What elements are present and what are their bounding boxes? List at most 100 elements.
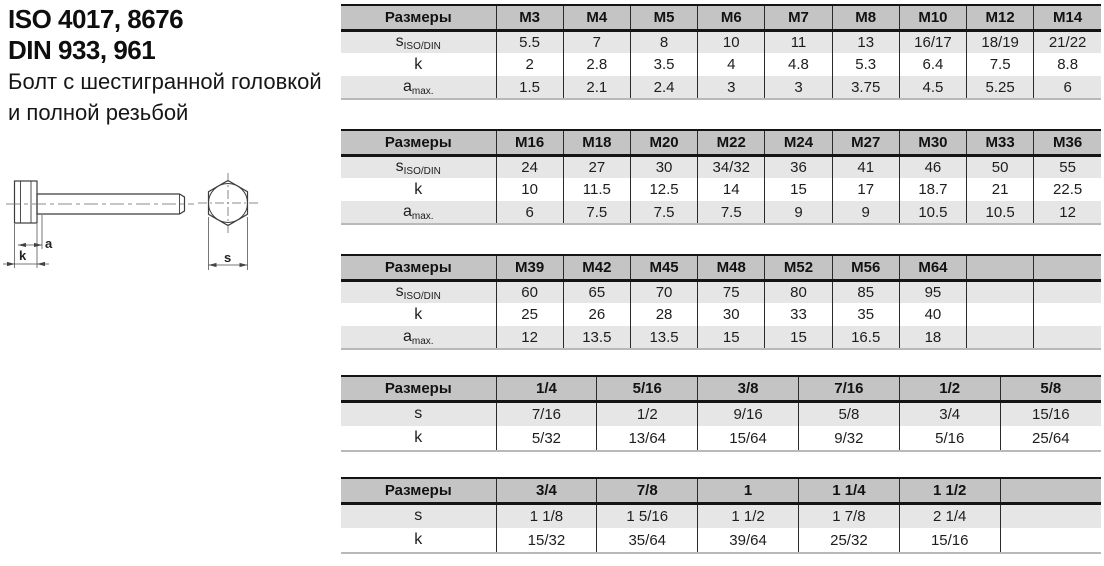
- row-label-subscript: ISO/DIN: [403, 291, 441, 303]
- dim-k-arrow-left: [7, 261, 15, 267]
- table-row: sISO/DIN 60 65 70 75 80 85 95: [341, 280, 1101, 303]
- value-cell: 28: [629, 303, 698, 326]
- table-row: sISO/DIN 5.5 7 8 10 11 13 16/17 18/19 21/22: [341, 30, 1101, 53]
- table-row: amax. 12 13.5 13.5 15 15 16.5 18: [341, 326, 1101, 349]
- column-header-empty: [1033, 255, 1101, 282]
- value-cell: 4.8: [764, 53, 833, 76]
- metric-table-m39-m64: Размеры M39 M42 M45 M48 M52 M56 M64 sISO/DIN 60 65…: [341, 254, 1101, 350]
- row-label: amax.: [341, 326, 496, 349]
- value-cell: 21: [966, 178, 1034, 201]
- column-header: M18: [562, 130, 631, 157]
- value-cell: 12: [1033, 201, 1101, 224]
- table-corner-header: Размеры: [341, 130, 496, 157]
- product-description-line1: Болт с шестигранной головкой: [8, 69, 322, 94]
- value-cell-empty: [966, 280, 1034, 303]
- value-cell: 5.5: [495, 30, 564, 53]
- row-label-subscript: max.: [411, 336, 434, 347]
- value-cell: 1 1/2: [697, 503, 799, 528]
- value-cell: 3.75: [831, 76, 900, 99]
- column-header: 5/8: [999, 376, 1101, 403]
- value-cell: 60: [495, 280, 564, 303]
- standard-title-din: DIN 933, 961: [8, 35, 156, 65]
- column-header: M33: [966, 130, 1034, 157]
- value-cell: 14: [697, 178, 765, 201]
- column-header: 1/2: [898, 376, 1001, 403]
- value-cell: 30: [697, 303, 765, 326]
- row-label: sISO/DIN: [341, 280, 496, 303]
- table-corner-header: Размеры: [341, 255, 496, 282]
- column-header: M8: [831, 5, 900, 32]
- table-row: k 15/32 35/64 39/64 25/32 15/16: [341, 528, 1101, 553]
- value-cell: 34/32: [697, 155, 765, 178]
- value-cell: 7/16: [495, 401, 597, 426]
- value-cell: 4.5: [898, 76, 967, 99]
- value-cell: 5.3: [831, 53, 900, 76]
- head-chamfer-circle: [208, 183, 248, 223]
- value-cell: 16.5: [831, 326, 900, 349]
- value-cell: 2: [495, 53, 564, 76]
- dim-s-label: s: [224, 250, 231, 265]
- column-header: M56: [831, 255, 900, 282]
- row-label: k: [341, 426, 496, 451]
- row-label: s: [341, 503, 496, 528]
- row-label: sISO/DIN: [341, 30, 496, 53]
- dim-a-arrow-right: [34, 242, 42, 248]
- column-header: M52: [764, 255, 833, 282]
- column-header: M5: [629, 5, 698, 32]
- value-cell: 50: [966, 155, 1034, 178]
- value-cell-empty: [1033, 280, 1101, 303]
- column-header: M20: [629, 130, 698, 157]
- value-cell: 7.5: [966, 53, 1034, 76]
- value-cell: 2.1: [562, 76, 631, 99]
- column-header: 7/16: [797, 376, 900, 403]
- value-cell: 4: [697, 53, 765, 76]
- value-cell: 18/19: [966, 30, 1034, 53]
- row-label-symbol: a: [402, 78, 412, 95]
- value-cell: 18: [898, 326, 967, 349]
- value-cell: 13: [831, 30, 900, 53]
- metric-table-m16-m36: Размеры M16 M18 M20 M22 M24 M27 M30 M33 M36 sISO/D…: [341, 129, 1101, 225]
- bolt-head-side-view: [13, 180, 38, 224]
- value-cell: 15/32: [495, 528, 597, 553]
- value-cell: 1 1/8: [495, 503, 597, 528]
- column-header: M16: [495, 130, 564, 157]
- value-cell: 25/32: [797, 528, 900, 553]
- value-cell: 46: [898, 155, 967, 178]
- value-cell: 9/16: [697, 401, 799, 426]
- value-cell: 39/64: [697, 528, 799, 553]
- value-cell: 40: [898, 303, 967, 326]
- row-label-symbol: k: [414, 55, 423, 73]
- value-cell: 5/16: [898, 426, 1001, 451]
- value-cell: 10: [697, 30, 765, 53]
- value-cell: 15: [764, 326, 833, 349]
- row-label: amax.: [341, 76, 496, 99]
- column-header: M3: [495, 5, 564, 32]
- value-cell: 33: [764, 303, 833, 326]
- table-corner-header: Размеры: [341, 478, 496, 505]
- value-cell: 9: [831, 201, 900, 224]
- table-row: s 7/16 1/2 9/16 5/8 3/4 15/16: [341, 401, 1101, 426]
- value-cell: 2.4: [629, 76, 698, 99]
- dim-s-arrow-left: [208, 262, 217, 268]
- value-cell: 10.5: [966, 201, 1034, 224]
- value-cell-empty: [999, 528, 1101, 553]
- table-corner-header: Размеры: [341, 5, 496, 32]
- value-cell: 2.8: [562, 53, 631, 76]
- dimension-tables-area: Размеры M3 M4 M5 M6 M7 M8 M10 M12 M14 sISO/DIN 5.5 7…: [341, 0, 1101, 566]
- value-cell: 27: [562, 155, 631, 178]
- column-header: 1: [697, 478, 799, 505]
- value-cell: 7.5: [697, 201, 765, 224]
- row-label-symbol: a: [402, 203, 412, 220]
- table-row: k 10 11.5 12.5 14 15 17 18.7 21 22.5: [341, 178, 1101, 201]
- title-block: ISO 4017, 8676 DIN 933, 961 Болт с шести…: [8, 4, 338, 128]
- value-cell: 18.7: [898, 178, 967, 201]
- value-cell: 1 7/8: [797, 503, 900, 528]
- value-cell: 11: [764, 30, 833, 53]
- imperial-table-1-4-to-5-8: Размеры 1/4 5/16 3/8 7/16 1/2 5/8 s 7/16 1/2 9/16 5…: [341, 375, 1101, 452]
- value-cell: 22.5: [1033, 178, 1101, 201]
- value-cell: 36: [764, 155, 833, 178]
- value-cell: 35: [831, 303, 900, 326]
- value-cell: 7: [562, 30, 631, 53]
- table-corner-header: Размеры: [341, 376, 496, 403]
